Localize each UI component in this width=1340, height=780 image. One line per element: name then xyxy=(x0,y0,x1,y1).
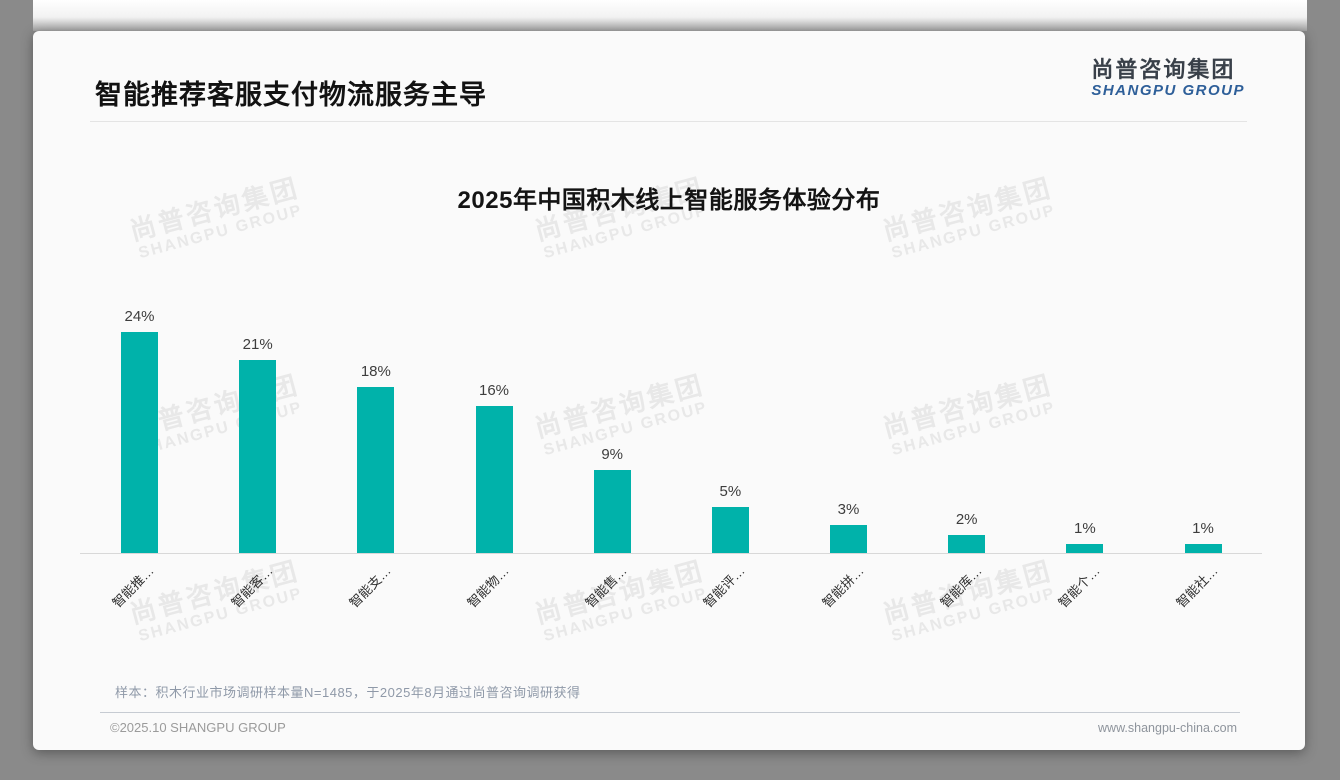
bar-category-label: 智能社… xyxy=(1173,563,1221,611)
chart-title: 2025年中国积木线上智能服务体验分布 xyxy=(457,187,881,214)
footer-copyright: ©2025.10 SHANGPU GROUP xyxy=(110,720,286,735)
top-gradient-band xyxy=(33,0,1307,31)
bar-category-label: 智能售… xyxy=(582,563,630,611)
bar-value-label: 1% xyxy=(1074,520,1096,537)
watermark-english-text: SHANGPU GROUP xyxy=(541,584,710,645)
bar xyxy=(1066,544,1104,553)
page-title: 智能推荐客服支付物流服务主导 xyxy=(95,80,487,110)
bar-category-label: 智能评… xyxy=(700,563,749,611)
bar-value-label: 21% xyxy=(242,336,273,353)
x-axis-line xyxy=(80,553,1262,554)
bar-value-label: 9% xyxy=(601,446,624,463)
bar-category-label: 智能客… xyxy=(228,563,276,611)
company-logo: 尚普咨询集团 SHANGPU GROUP xyxy=(1091,57,1245,99)
logo-english-text: SHANGPU GROUP xyxy=(1091,82,1245,100)
bar-category-label: 智能推… xyxy=(109,563,158,611)
bar-category-label: 智能拼… xyxy=(818,563,867,611)
bar-value-label: 5% xyxy=(719,483,742,500)
bar-category-label: 智能物… xyxy=(464,563,512,611)
report-slide: 尚普咨询集团 SHANGPU GROUP 尚普咨询集团 SHANGPU GROUP 尚普… xyxy=(33,31,1305,750)
bar-value-label: 2% xyxy=(955,511,978,528)
footer-divider xyxy=(100,712,1240,713)
bar-value-label: 3% xyxy=(837,501,860,518)
bar xyxy=(357,387,395,553)
bar xyxy=(1184,544,1222,553)
watermark: 尚普咨询集团 SHANGPU GROUP xyxy=(126,555,307,646)
bar-value-label: 1% xyxy=(1192,520,1214,537)
bar-category-label: 智能个… xyxy=(1055,563,1103,611)
bar xyxy=(830,525,868,553)
watermark-chinese-text: 尚普咨询集团 xyxy=(126,555,303,630)
bar-value-label: 24% xyxy=(124,308,155,325)
bar-value-label: 16% xyxy=(478,382,510,399)
sample-footnote: 样本：积木行业市场调研样本量N=1485，于2025年8月通过尚普咨询调研获得 xyxy=(115,685,581,700)
watermark-english-text: SHANGPU GROUP xyxy=(889,584,1058,645)
plot: 24% 智能推… 21% 智能客… 18% 智能支… 16% 智能物… 9% 智能售… 5% 智能评…… xyxy=(80,31,1262,611)
bar xyxy=(593,470,631,553)
bar-category-label: 智能库… xyxy=(937,563,985,611)
watermark-english-text: SHANGPU GROUP xyxy=(136,584,305,645)
bar-category-label: 智能支… xyxy=(346,563,394,611)
header-divider xyxy=(90,121,1247,122)
bar xyxy=(711,507,749,553)
bar-value-label: 18% xyxy=(360,363,391,380)
footer-website-link[interactable]: www.shangpu-china.com xyxy=(1098,721,1237,735)
logo-chinese-text: 尚普咨询集团 xyxy=(1091,57,1236,82)
bar xyxy=(121,332,158,553)
bar xyxy=(475,406,513,553)
bar xyxy=(239,360,277,553)
bar xyxy=(948,535,986,553)
